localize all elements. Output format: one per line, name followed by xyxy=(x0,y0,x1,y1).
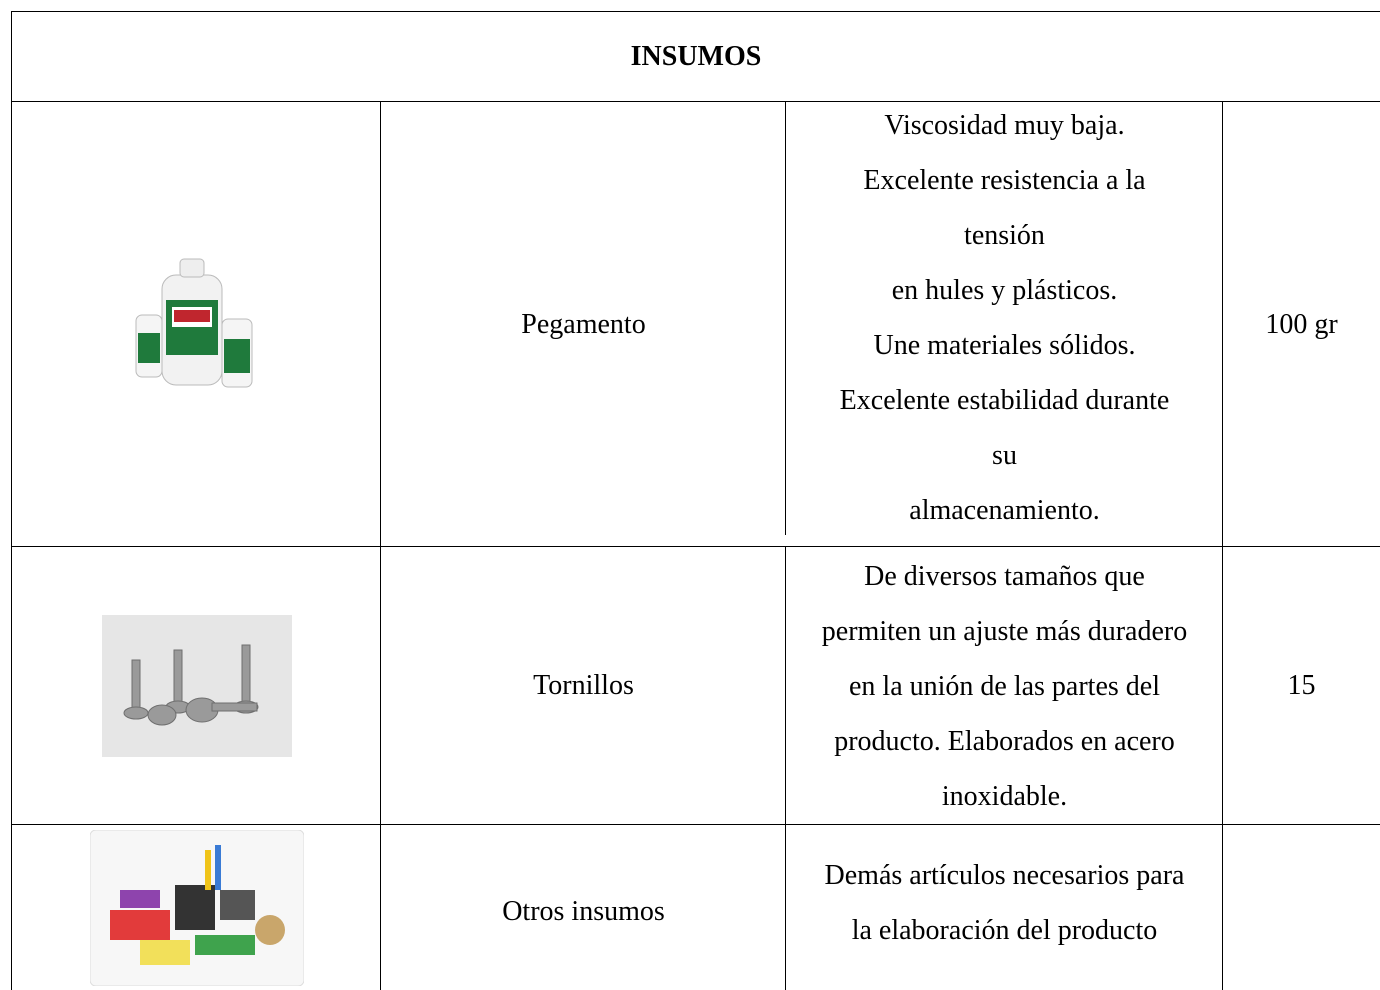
image-cell xyxy=(11,546,381,825)
name-cell: Otros insumos xyxy=(380,824,786,990)
description-cell: Viscosidad muy baja. Excelente resistenci… xyxy=(785,101,1223,535)
description-line: Viscosidad muy baja. xyxy=(884,110,1125,141)
title-cell: INSUMOS xyxy=(11,11,1380,102)
quantity-cell: 15 xyxy=(1222,546,1380,825)
supplies-image xyxy=(89,829,304,986)
description-line: su xyxy=(992,440,1017,471)
quantity-cell: 100 gr xyxy=(1222,101,1380,547)
description-cell: De diversos tamaños que permiten un ajust… xyxy=(785,546,1223,825)
description-line: producto. Elaborados en acero xyxy=(834,725,1175,757)
description-line: Une materiales sólidos. xyxy=(873,330,1136,361)
name-cell: Pegamento xyxy=(380,101,786,547)
name-cell: Tornillos xyxy=(380,546,786,825)
quantity-cell xyxy=(1222,824,1380,990)
description-line: en hules y plásticos. xyxy=(891,275,1118,306)
screws-image xyxy=(101,615,292,757)
description-line: Demás artículos necesarios para xyxy=(824,860,1185,891)
image-cell xyxy=(11,101,381,547)
glue-image xyxy=(135,258,252,387)
item-quantity: 15 xyxy=(1287,670,1316,701)
description-line: la elaboración del producto xyxy=(851,915,1158,946)
cell-border xyxy=(785,101,1223,102)
description-line: permiten un ajuste más duradero xyxy=(821,615,1188,647)
description-line: en la unión de las partes del xyxy=(848,670,1160,702)
item-name: Pegamento xyxy=(521,308,646,340)
item-quantity: 100 gr xyxy=(1265,308,1338,340)
description-cell: Demás artículos necesarios para la elabor… xyxy=(785,824,1223,990)
description-line: inoxidable. xyxy=(941,780,1068,812)
description-line: Excelente resistencia a la xyxy=(863,165,1146,196)
image-cell xyxy=(11,824,381,990)
table-title: INSUMOS xyxy=(630,41,762,72)
item-name: Otros insumos xyxy=(502,896,665,927)
description-line: De diversos tamaños que xyxy=(864,560,1145,592)
description-line: tensión xyxy=(964,220,1045,251)
description-line: almacenamiento. xyxy=(909,495,1100,526)
description-line: Excelente estabilidad durante xyxy=(839,385,1170,416)
item-name: Tornillos xyxy=(533,670,634,701)
